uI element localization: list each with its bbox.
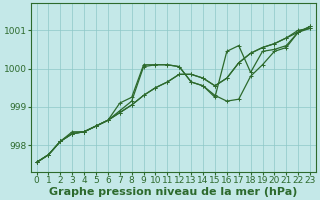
X-axis label: Graphe pression niveau de la mer (hPa): Graphe pression niveau de la mer (hPa) xyxy=(49,187,298,197)
